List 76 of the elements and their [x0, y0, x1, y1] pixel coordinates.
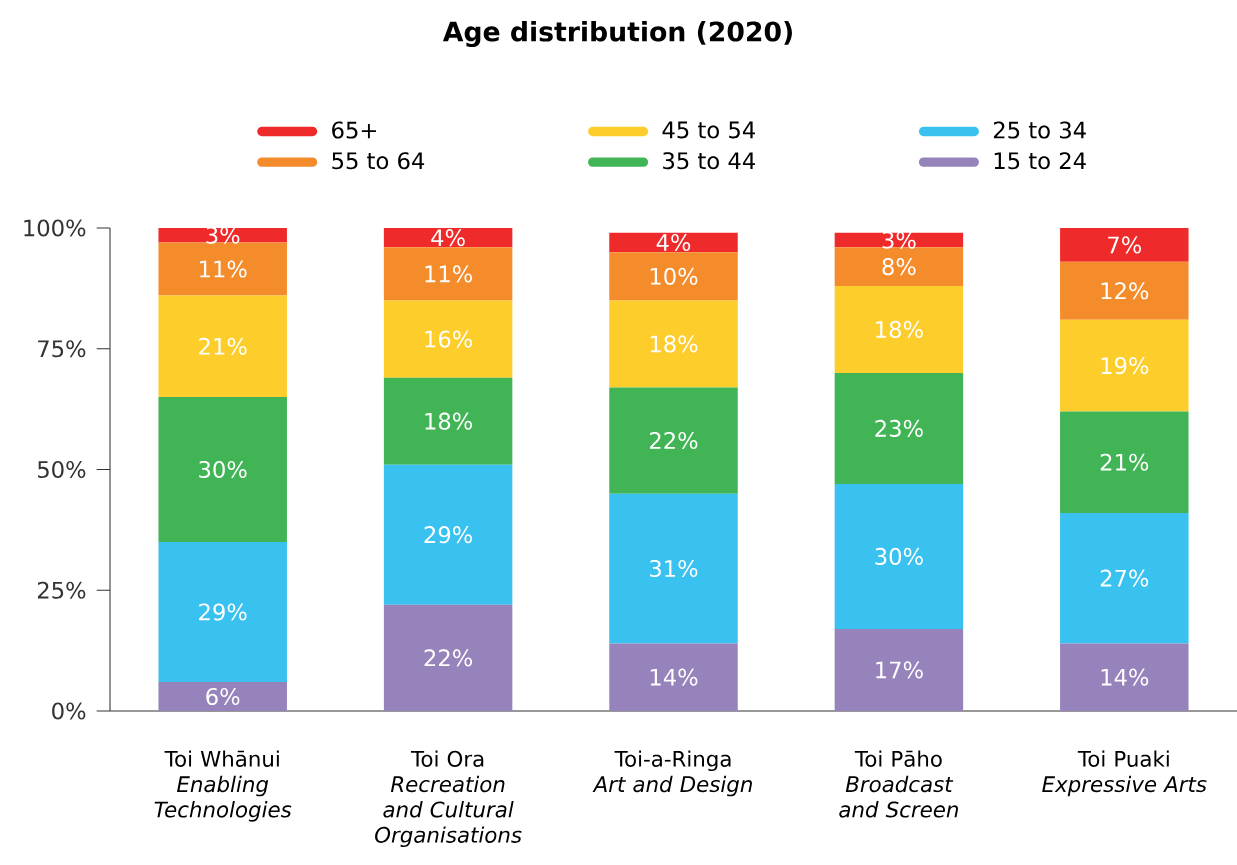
y-tick-label: 25% [37, 581, 86, 599]
x-tick-label: Toi-a-Ringa Art and Design [592, 750, 752, 797]
bar [158, 295, 287, 398]
data-label: 17% [876, 661, 923, 679]
bar [383, 228, 513, 248]
data-label: 30% [875, 547, 923, 565]
data-label: 29% [199, 603, 247, 621]
bar [158, 242, 287, 296]
bar [158, 682, 287, 711]
bar [1060, 228, 1189, 262]
data-label: 21% [199, 337, 247, 355]
bar [1060, 319, 1189, 412]
data-label: 4% [431, 229, 465, 247]
bar [383, 377, 513, 465]
x-tick-label: Toi Pāho Broadcast and Screen [839, 750, 958, 818]
data-label: 11% [200, 260, 247, 278]
bar [383, 247, 513, 301]
bar [1060, 512, 1189, 644]
x-tick-label: Toi Whānui Enabling Technologies [154, 750, 292, 822]
data-label: 21% [1100, 453, 1149, 471]
bar [158, 541, 287, 683]
data-label: 27% [1100, 569, 1149, 587]
data-label: 31% [650, 559, 698, 578]
data-label: 3% [882, 231, 916, 249]
data-label: 22% [649, 431, 698, 450]
data-label: 16% [425, 330, 473, 348]
y-tick-label: 50% [38, 460, 86, 479]
bar [1060, 643, 1189, 711]
bar [609, 300, 738, 388]
data-label: 6% [206, 687, 240, 706]
bar [383, 464, 513, 605]
data-label: 18% [650, 335, 698, 353]
data-label: 18% [876, 320, 923, 338]
data-label: 14% [1101, 668, 1149, 686]
bar [609, 387, 738, 494]
data-label: 12% [1101, 282, 1149, 300]
bar [609, 643, 738, 711]
bar [383, 604, 513, 711]
bar [834, 247, 964, 286]
data-label: 10% [650, 267, 698, 285]
legend-label: 25 to 34 [993, 121, 1086, 139]
bar [609, 493, 738, 644]
y-tick-label: 0% [52, 702, 86, 720]
data-label: 22% [424, 649, 473, 667]
bar [158, 228, 287, 243]
data-label: 18% [425, 412, 473, 430]
data-label: 30% [199, 460, 247, 479]
bar [1060, 261, 1189, 320]
bar [834, 628, 964, 711]
y-tick-label: 100% [24, 219, 86, 237]
data-label: 7% [1108, 236, 1142, 254]
bar [609, 232, 738, 253]
bar [609, 252, 738, 301]
chart-title: Age distribution (2020) [442, 20, 792, 47]
bar [834, 285, 964, 373]
legend-label: 45 to 54 [662, 121, 755, 139]
legend-label: 55 to 64 [332, 152, 425, 170]
data-label: 4% [656, 233, 691, 252]
bar [834, 232, 964, 248]
data-label: 29% [424, 526, 473, 544]
bar [834, 372, 964, 484]
legend-label: 35 to 44 [663, 152, 755, 170]
bar [383, 300, 513, 378]
legend-label: 15 to 24 [994, 152, 1086, 170]
data-label: 14% [650, 668, 698, 686]
legend-label: 65+ [332, 121, 376, 139]
y-tick-label: 75% [38, 340, 86, 358]
data-label: 19% [1101, 357, 1149, 375]
x-tick-label: Toi Ora Recreation and Cultural Organisations [375, 750, 522, 848]
data-label: 11% [425, 265, 473, 283]
bar [834, 483, 964, 629]
x-tick-label: Toi Puaki Expressive Arts [1042, 750, 1207, 797]
bar [158, 397, 287, 542]
bar [1060, 411, 1189, 513]
data-label: 8% [882, 258, 916, 276]
data-label: 23% [875, 419, 923, 438]
